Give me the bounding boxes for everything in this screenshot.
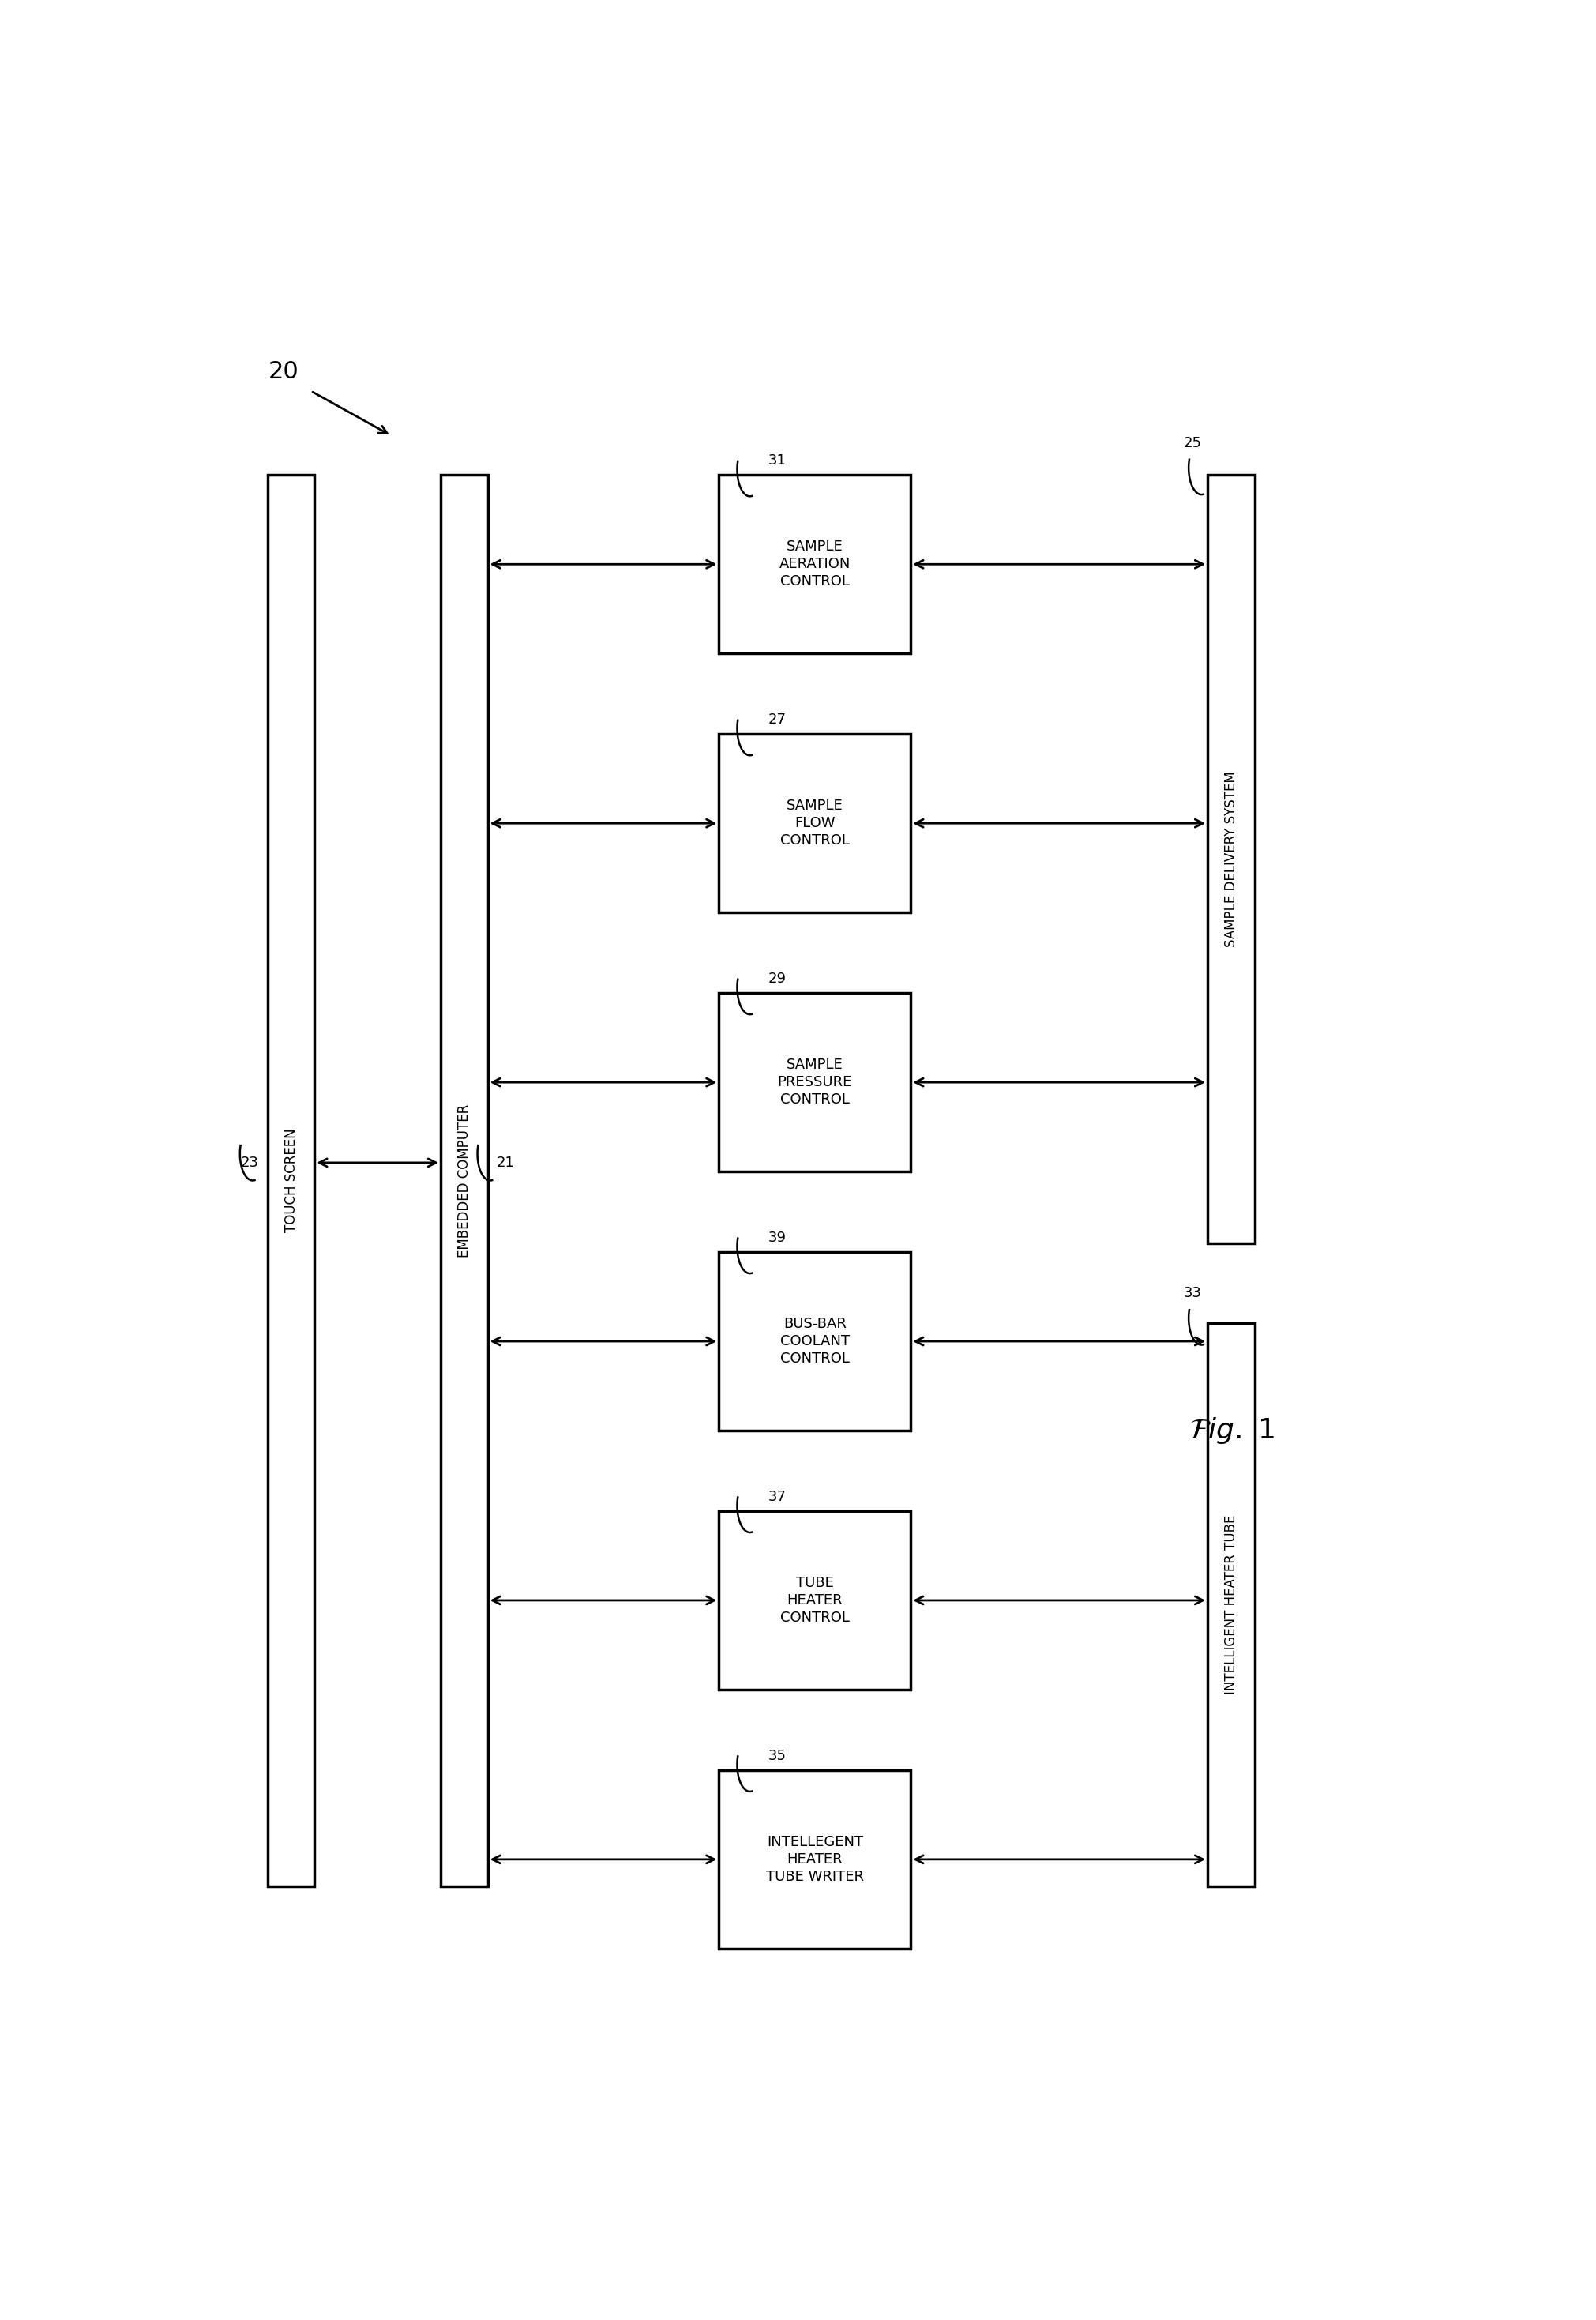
Text: 31: 31	[769, 452, 787, 469]
Text: 39: 39	[769, 1230, 787, 1246]
Text: 29: 29	[769, 972, 787, 986]
Text: 20: 20	[268, 360, 298, 383]
Bar	[1208, 476, 1254, 1244]
Bar	[720, 1510, 911, 1689]
Bar	[1208, 1322, 1254, 1886]
Bar	[720, 1770, 911, 1949]
Text: 25: 25	[1183, 436, 1202, 450]
Text: TUBE
HEATER
CONTROL: TUBE HEATER CONTROL	[780, 1575, 849, 1624]
Bar	[720, 733, 911, 912]
Text: 33: 33	[1183, 1285, 1202, 1299]
Text: INTELLEGENT
HEATER
TUBE WRITER: INTELLEGENT HEATER TUBE WRITER	[766, 1835, 863, 1884]
Text: TOUCH SCREEN: TOUCH SCREEN	[284, 1128, 298, 1232]
Bar	[720, 993, 911, 1172]
Bar	[720, 476, 911, 654]
Text: 35: 35	[769, 1749, 787, 1763]
Text: SAMPLE
FLOW
CONTROL: SAMPLE FLOW CONTROL	[780, 798, 849, 847]
Text: INTELLIGENT HEATER TUBE: INTELLIGENT HEATER TUBE	[1224, 1515, 1238, 1694]
Text: 21: 21	[496, 1155, 514, 1169]
Text: SAMPLE DELIVERY SYSTEM: SAMPLE DELIVERY SYSTEM	[1224, 770, 1238, 947]
Bar	[268, 476, 314, 1886]
Text: SAMPLE
PRESSURE
CONTROL: SAMPLE PRESSURE CONTROL	[777, 1058, 852, 1107]
Text: BUS-BAR
COOLANT
CONTROL: BUS-BAR COOLANT CONTROL	[780, 1318, 849, 1366]
Text: SAMPLE
AERATION
CONTROL: SAMPLE AERATION CONTROL	[779, 541, 851, 589]
Bar	[720, 1253, 911, 1431]
Text: 23: 23	[241, 1155, 259, 1169]
Text: 37: 37	[769, 1489, 787, 1503]
Bar	[440, 476, 488, 1886]
Text: EMBEDDED COMPUTER: EMBEDDED COMPUTER	[456, 1104, 471, 1257]
Text: $\mathcal{F}ig.\ 1$: $\mathcal{F}ig.\ 1$	[1189, 1415, 1275, 1445]
Text: 27: 27	[769, 712, 787, 726]
